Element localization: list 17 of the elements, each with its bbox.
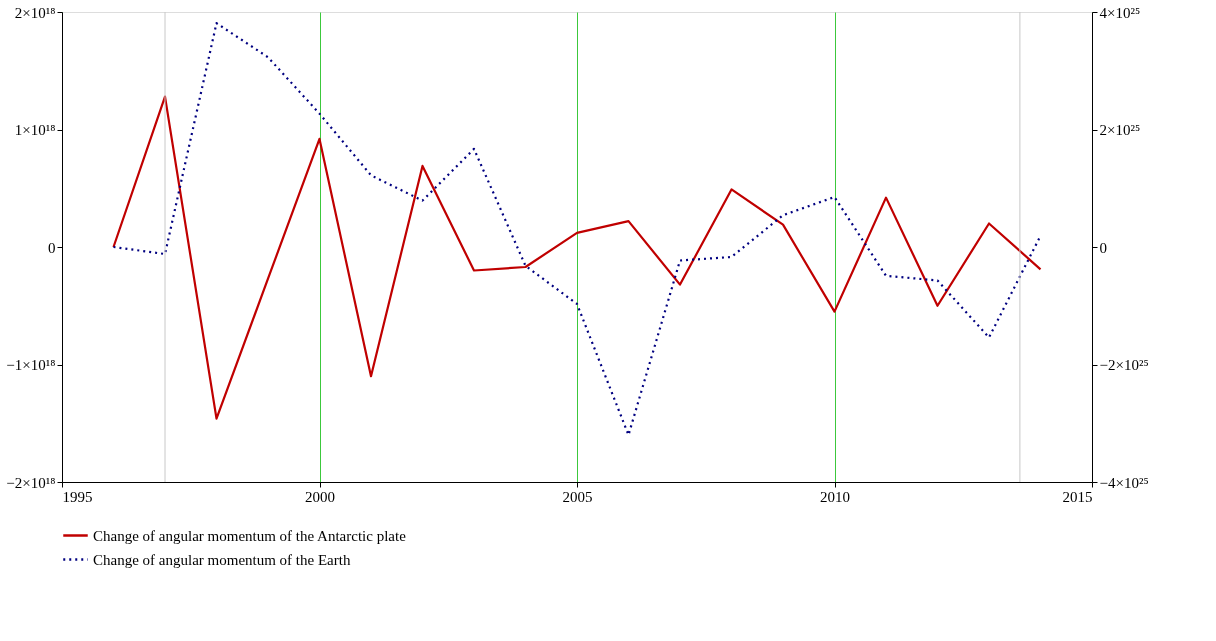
y2-tick-label: −2×10²⁵ — [1099, 357, 1149, 373]
x-tick-label: 2000 — [305, 488, 335, 505]
legend-label: Change of angular momentum of the Antarctic plate — [93, 527, 407, 544]
y-tick-label: −1×10¹⁸ — [6, 357, 56, 373]
x-tick-label: 2015 — [1062, 488, 1093, 505]
y2-tick-label: 0 — [1099, 239, 1107, 256]
legend-label: Change of angular momentum of the Earth — [93, 551, 351, 568]
y-tick-label: 0 — [48, 239, 56, 256]
x-tick-label: 1995 — [62, 488, 93, 505]
x-tick-label: 2010 — [820, 488, 850, 505]
y-tick-label: −2×10¹⁸ — [6, 474, 56, 491]
y-tick-label: 1×10¹⁸ — [14, 122, 56, 138]
y2-tick-label: 4×10²⁵ — [1099, 4, 1141, 21]
x-tick-label: 2005 — [562, 488, 593, 505]
y2-tick-label: −4×10²⁵ — [1099, 474, 1149, 491]
y-tick-label: 2×10¹⁸ — [14, 4, 56, 21]
y2-tick-label: 2×10²⁵ — [1099, 122, 1141, 138]
